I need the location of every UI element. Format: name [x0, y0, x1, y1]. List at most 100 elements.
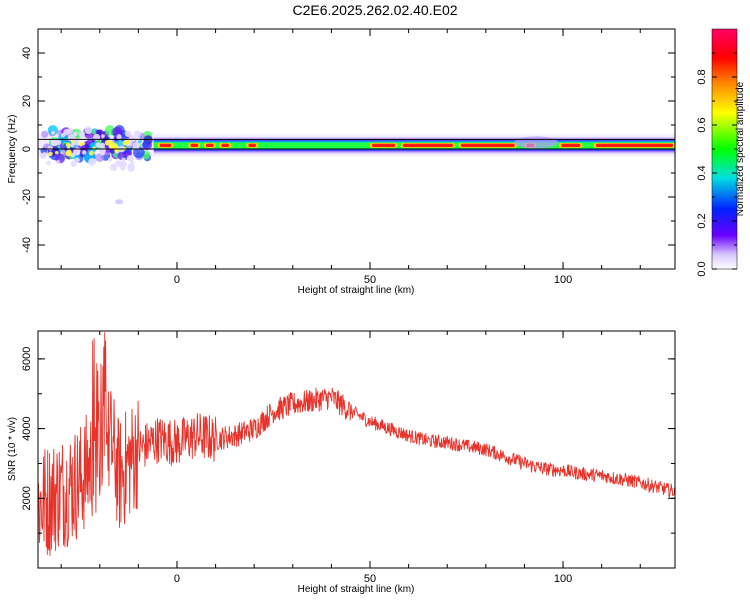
spectral-faint-blob [66, 128, 74, 135]
y-tick-label: 4000 [21, 416, 33, 440]
y-tick-label: 6000 [21, 347, 33, 371]
spectral-hot-blob [81, 141, 85, 146]
spectral-hot-blob [66, 149, 72, 155]
spectral-faint-blob [46, 160, 51, 166]
spectrogram-ylabel: Frequency (Hz) [7, 115, 18, 184]
y-tick-label: 0 [21, 146, 33, 152]
spectral-peak [248, 143, 257, 147]
spectral-blob [47, 125, 59, 136]
spectral-peak [561, 143, 581, 147]
y-tick-label: -40 [21, 237, 33, 253]
spectral-blob [126, 150, 132, 156]
colorbar-label: Normalized spectral amplitude [735, 81, 746, 216]
colorbar-tick-label: 0.4 [696, 165, 708, 180]
spectral-blob [85, 143, 90, 149]
x-tick-label: 100 [554, 573, 572, 585]
spectrogram-xlabel: Height of straight line (km) [298, 285, 415, 296]
spectral-hot-blob [104, 140, 111, 146]
snr-background [38, 331, 675, 568]
spectral-faint-blob [40, 153, 46, 160]
spectral-faint-blob [74, 157, 80, 163]
spectral-hot-blob [55, 150, 59, 155]
spectral-faint-blob [73, 131, 78, 137]
spectral-blob [109, 148, 115, 154]
spectral-blob [91, 130, 97, 135]
spectral-faint-blob [133, 130, 141, 138]
y-tick-label: -20 [21, 189, 33, 205]
x-tick-label: 0 [174, 573, 180, 585]
spectral-faint-blob [124, 130, 132, 138]
spectrogram-plot: 0 50 100 -40 -20 0 20 40 Height of straight lin… [7, 28, 676, 296]
spectrogram-heatmap [38, 124, 675, 205]
x-tick-label: 100 [554, 274, 572, 286]
spectral-bump [514, 136, 559, 149]
spectral-hot-blob [114, 146, 120, 153]
spectral-peak [595, 143, 673, 147]
snr-ylabel: SNR (10 * v/v) [7, 417, 18, 481]
spectral-faint-blob [121, 157, 126, 162]
colorbar-tick-label: 0.0 [696, 261, 708, 276]
colorbar-ticks: 0.0 0.2 0.4 0.6 0.8 [696, 52, 737, 277]
spectral-blob [142, 141, 150, 149]
spectral-faint-blob [135, 136, 141, 142]
spectral-faint-blob [115, 160, 121, 167]
spectral-faint-blob [128, 135, 136, 143]
snr-plot: 0 50 100 2000 4000 6000 Height of straight li… [7, 330, 676, 595]
snr-series-line [38, 332, 675, 556]
snr-series [38, 332, 675, 556]
spectral-blob [41, 130, 49, 138]
spectral-faint-blob [84, 126, 93, 135]
spectral-faint-blob [108, 157, 113, 162]
y-tick-label: 40 [21, 47, 33, 59]
spectral-peak [372, 143, 396, 147]
colorbar-tick-label: 0.2 [696, 213, 708, 228]
colorbar-tick-label: 0.8 [696, 69, 708, 84]
snr-axes: 0 50 100 2000 4000 6000 [21, 331, 675, 585]
spectral-peak [206, 143, 214, 147]
spectral-hot-blob [71, 139, 75, 144]
spectral-faint-blob [111, 163, 117, 168]
spectral-peak [221, 143, 230, 147]
spectral-faint-blob [51, 138, 59, 147]
spectral-hot-blob [48, 151, 53, 156]
spectral-hot-blob [122, 146, 127, 151]
spectral-faint-blob [126, 154, 134, 162]
spectral-peak [159, 143, 172, 147]
spectral-faint-blob [88, 157, 97, 166]
colorbar: 0.0 0.2 0.4 0.6 0.8 Normalized spectral ampl… [696, 28, 746, 277]
spectral-faint-blob [82, 150, 87, 155]
spectral-hot-blob [66, 144, 71, 149]
x-tick-label: 50 [364, 274, 376, 286]
x-tick-label: 0 [174, 274, 180, 286]
spectral-faint-blob [101, 134, 105, 138]
spectral-faint-blob [116, 134, 122, 140]
spectral-faint-blob [95, 142, 101, 148]
spectral-hot-blob [124, 138, 130, 145]
spectral-isolated-blob [115, 199, 124, 205]
spectral-hot-blob [108, 143, 115, 150]
spectral-peak [460, 143, 515, 147]
snr-xlabel: Height of straight line (km) [298, 584, 415, 595]
x-tick-label: 50 [364, 573, 376, 585]
page-title: C2E6.2025.262.02.40.E02 [292, 2, 458, 18]
spectral-faint-blob [120, 160, 127, 168]
colorbar-gradient [711, 28, 738, 270]
spectral-faint-blob [50, 130, 56, 135]
spectral-faint-blob [127, 162, 135, 170]
spectral-hot-blob [89, 150, 94, 156]
spectral-faint-blob [100, 142, 106, 148]
spectral-faint-blob [72, 148, 81, 156]
y-tick-label: 2000 [21, 486, 33, 510]
spectral-hot-blob [78, 142, 83, 147]
spectral-faint-blob [55, 160, 60, 165]
spectral-peak [402, 143, 453, 147]
spectrogram-axes: 0 50 100 -40 -20 0 20 40 [21, 29, 675, 286]
spectral-faint-blob [47, 145, 54, 151]
snr-frame [37, 330, 676, 569]
spectral-blob [133, 146, 145, 159]
y-tick-label: 20 [21, 95, 33, 107]
spectral-faint-blob [78, 131, 86, 138]
spectral-faint-blob [132, 142, 140, 150]
colorbar-tick-label: 0.6 [696, 117, 708, 132]
